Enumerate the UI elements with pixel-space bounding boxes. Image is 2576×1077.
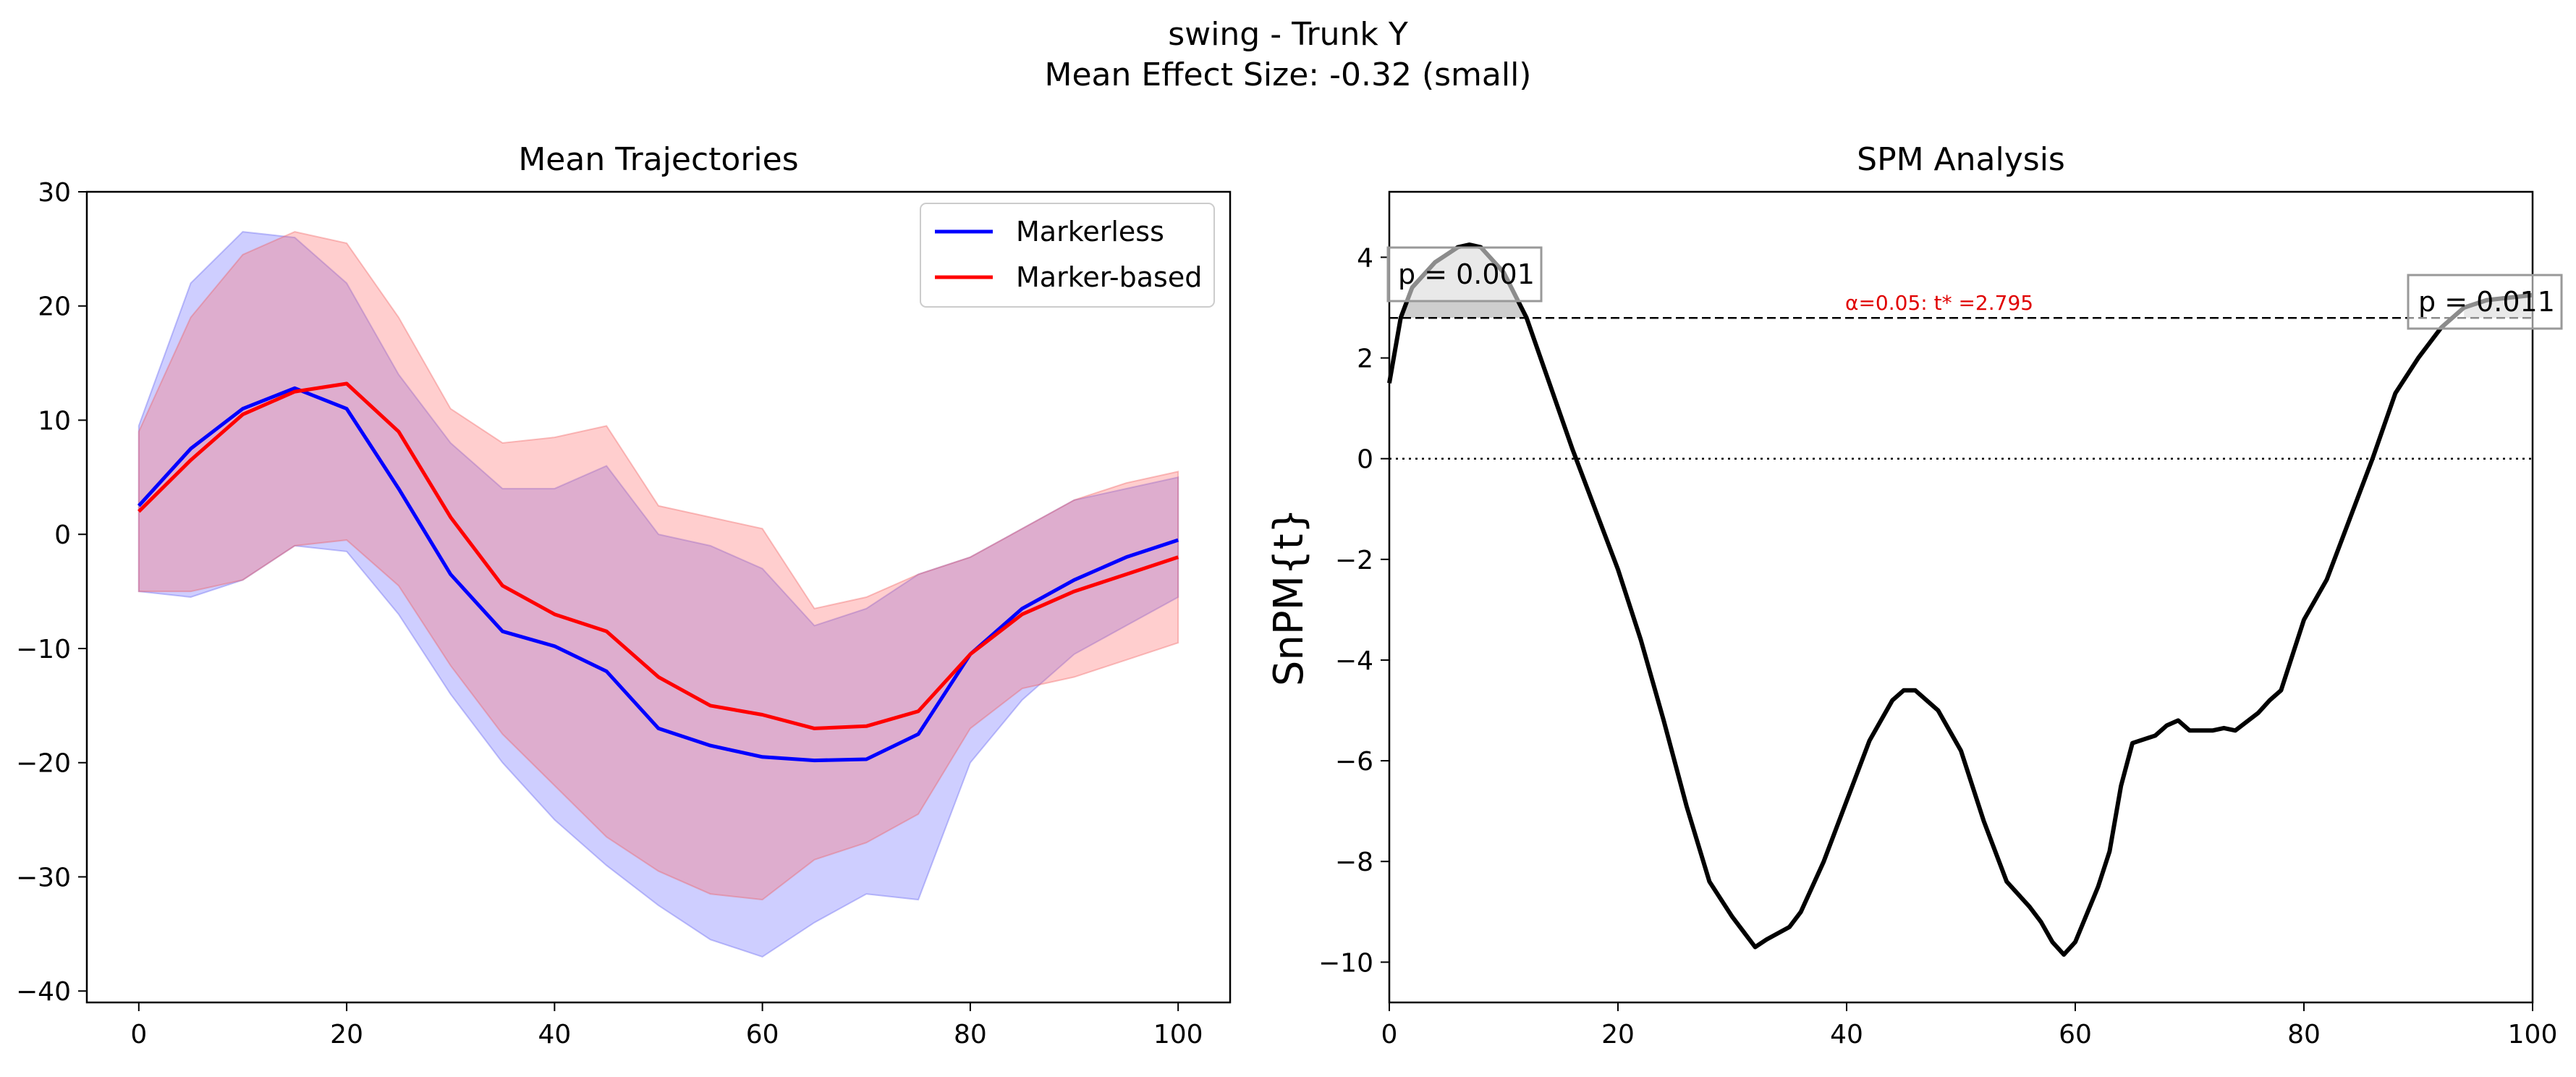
cluster-label-box (1386, 246, 1543, 303)
spm-x-ticks: 0 20 40 60 80 100 (1381, 1002, 2558, 1049)
spm-plot-area (1387, 242, 2533, 957)
x-tick-label: 40 (538, 1020, 571, 1049)
line-marker-based (137, 381, 1179, 730)
cluster-p-value: p = 0.011 (2418, 286, 2555, 318)
x-tick-label: 20 (1601, 1020, 1635, 1049)
y-tick-label: −20 (16, 749, 71, 779)
y-tick-label: 0 (1357, 445, 1373, 475)
trajectories-plot-area (137, 231, 1179, 958)
spm-y-ticks: −10 −8 −6 −4 −2 0 2 4 (1318, 243, 1389, 978)
trajectories-title: Mean Trajectories (518, 141, 798, 178)
y-tick-label: −30 (16, 863, 71, 892)
trajectories-legend: Markerless Marker-based (920, 203, 1215, 308)
band-markerless (137, 231, 1179, 958)
trajectories-frame (85, 190, 1232, 1004)
y-tick-label: 30 (38, 178, 71, 208)
x-tick-label: 0 (130, 1020, 147, 1049)
y-tick-label: −40 (16, 977, 71, 1007)
line-markerless (137, 386, 1179, 763)
y-tick-label: −4 (1335, 646, 1373, 676)
figure-subtitle: Mean Effect Size: -0.32 (small) (1045, 56, 1532, 93)
spm-frame (1388, 190, 2534, 1004)
x-tick-label: 100 (1153, 1020, 1203, 1049)
spm-curve (1387, 242, 2533, 957)
spm-axes: SPM Analysis SnPM{t} 0 20 40 60 80 100 −10−8−… (1266, 141, 2563, 1049)
trajectories-y-ticks: −40 −30 −20 −10 0 10 20 30 (16, 178, 87, 1007)
y-tick-label: 10 (38, 406, 71, 436)
x-tick-label: 100 (2508, 1020, 2558, 1049)
x-tick-label: 60 (2059, 1020, 2092, 1049)
spm-title: SPM Analysis (1857, 141, 2065, 178)
x-tick-label: 0 (1381, 1020, 1398, 1049)
x-tick-label: 60 (746, 1020, 779, 1049)
y-tick-label: −2 (1335, 546, 1373, 575)
legend-box (920, 203, 1215, 308)
y-tick-label: −8 (1335, 848, 1373, 877)
band-marker-based (137, 231, 1179, 901)
x-tick-label: 80 (2287, 1020, 2321, 1049)
spm-cluster-labels: p = 0.001 p = 0.011 (1386, 246, 2563, 330)
x-tick-label: 40 (1830, 1020, 1863, 1049)
trajectories-axes: Mean Trajectories 0 20 40 60 80 100 −40−30−20… (16, 141, 1232, 1049)
y-tick-label: 4 (1357, 243, 1373, 273)
figure-title: swing - Trunk Y (1168, 16, 1408, 53)
legend-label-markerless: Markerless (1016, 216, 1164, 248)
legend-label-marker-based: Marker-based (1016, 261, 1202, 293)
spm-threshold-label: α=0.05: t* =2.795 (1845, 291, 2033, 315)
y-tick-label: 20 (38, 292, 71, 322)
trajectories-x-ticks: 0 20 40 60 80 100 (130, 1002, 1203, 1049)
y-tick-label: 0 (54, 520, 71, 550)
cluster-p-value: p = 0.001 (1398, 258, 1535, 290)
spm-y-axis-label: SnPM{t} (1266, 508, 1313, 686)
x-tick-label: 20 (330, 1020, 363, 1049)
y-tick-label: 2 (1357, 345, 1373, 374)
x-tick-label: 80 (954, 1020, 987, 1049)
y-tick-label: −10 (16, 635, 71, 664)
y-tick-label: −10 (1318, 948, 1373, 978)
cluster-label-box (2407, 274, 2563, 330)
y-tick-label: −6 (1335, 747, 1373, 777)
